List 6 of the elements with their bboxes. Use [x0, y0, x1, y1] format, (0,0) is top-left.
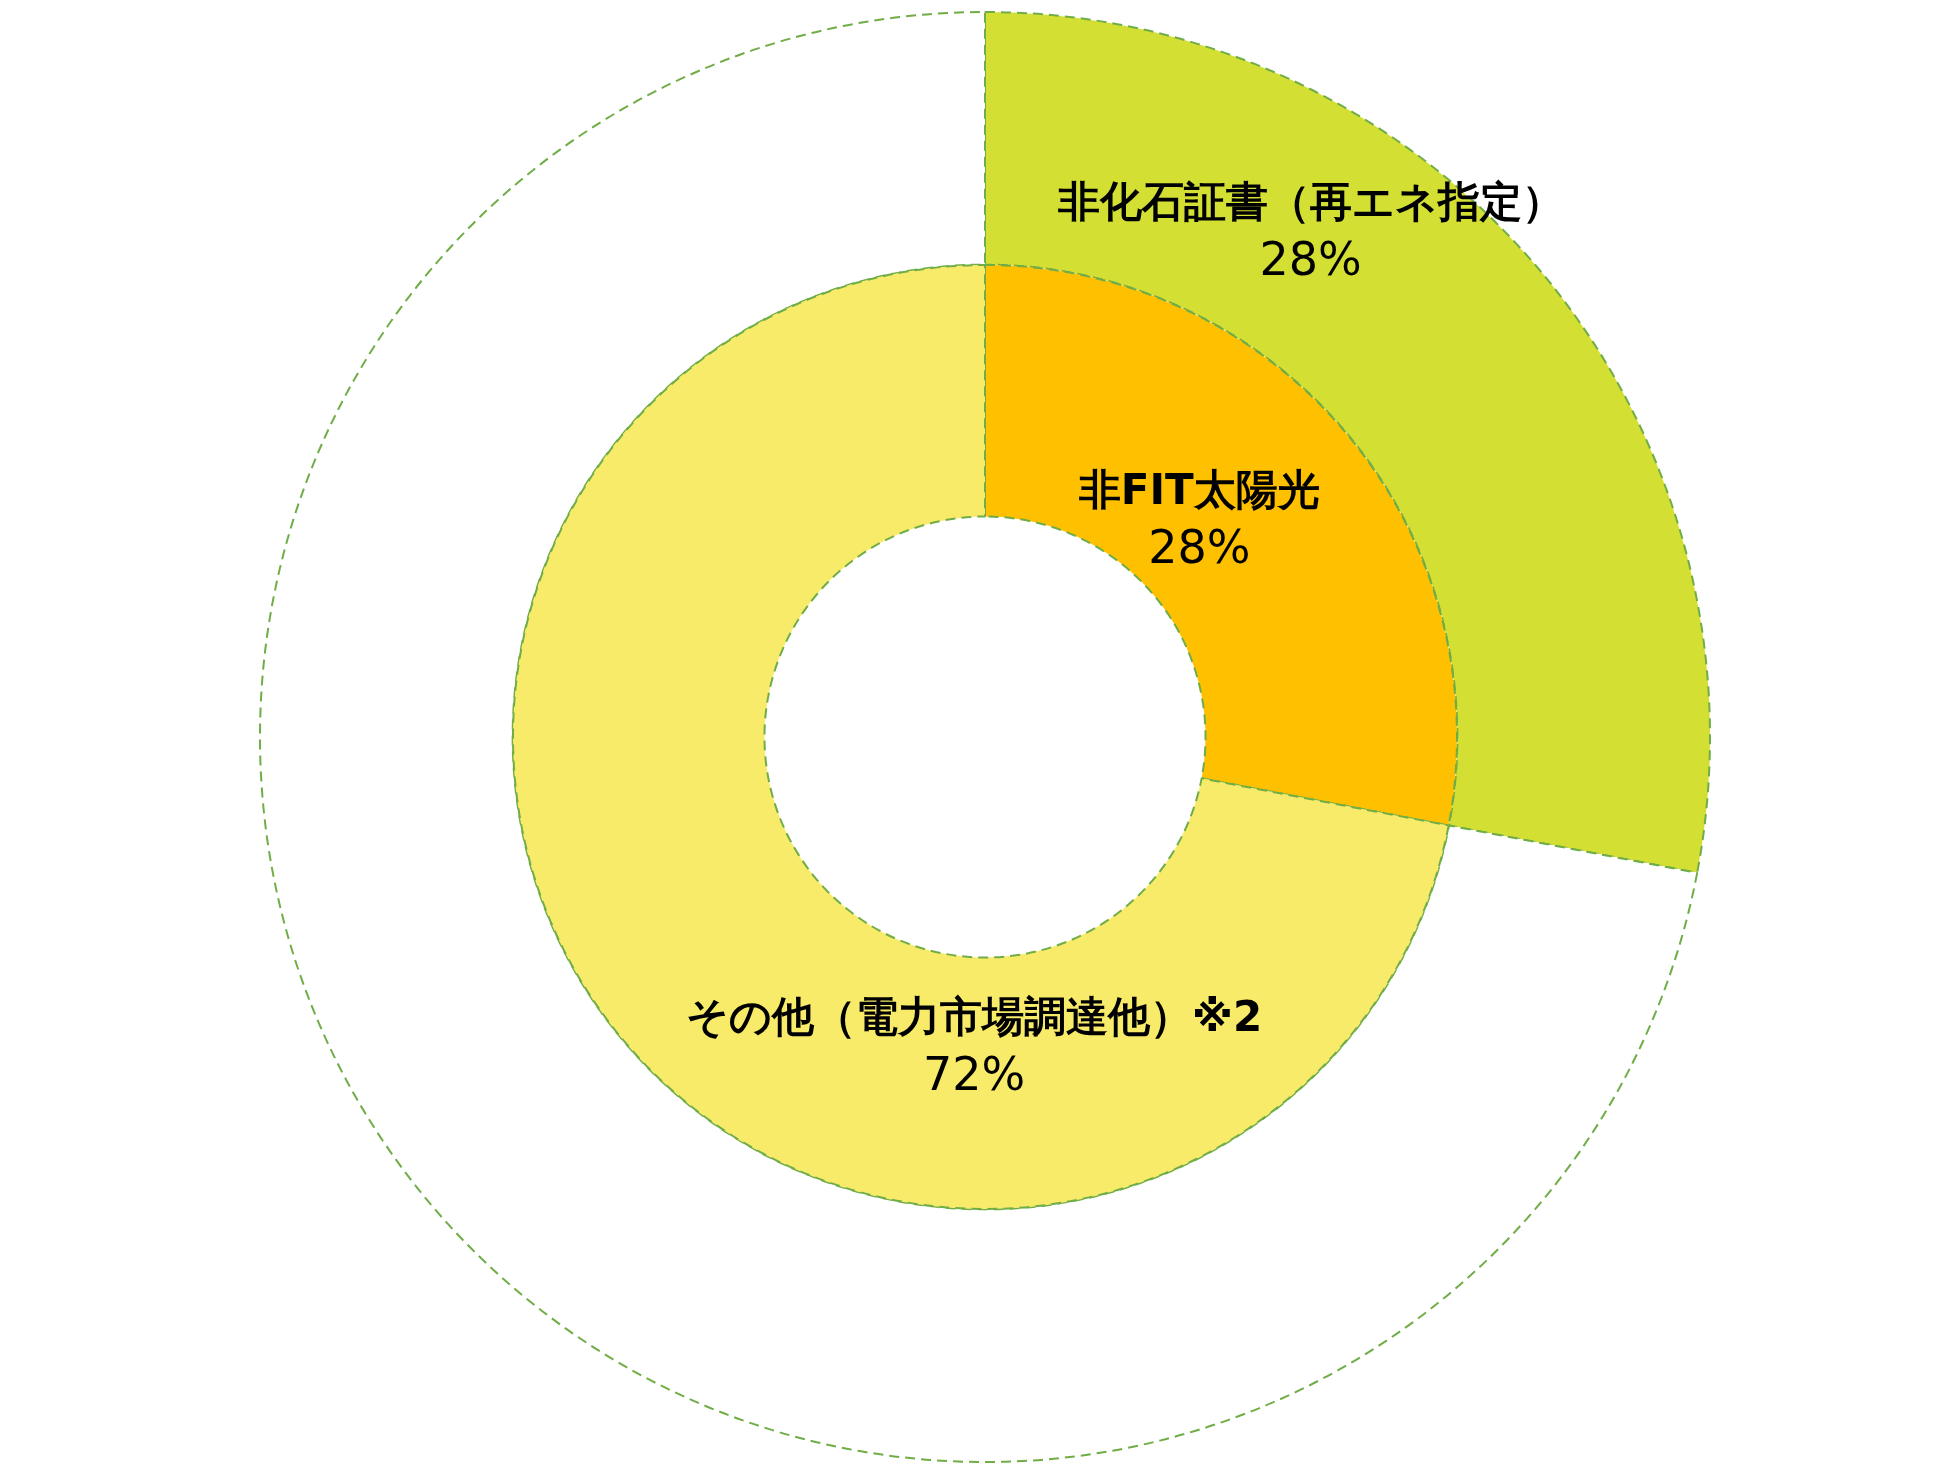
- slice-label: その他（電力市場調達他）※2: [686, 991, 1263, 1041]
- data-label: 28%: [1148, 519, 1251, 574]
- data-label: 72%: [922, 1046, 1026, 1101]
- data-label: 28%: [1259, 232, 1362, 287]
- slice-label: 非FIT太陽光: [1077, 464, 1320, 514]
- slice-label: 非化石証書（再エネ指定）: [1056, 177, 1564, 227]
